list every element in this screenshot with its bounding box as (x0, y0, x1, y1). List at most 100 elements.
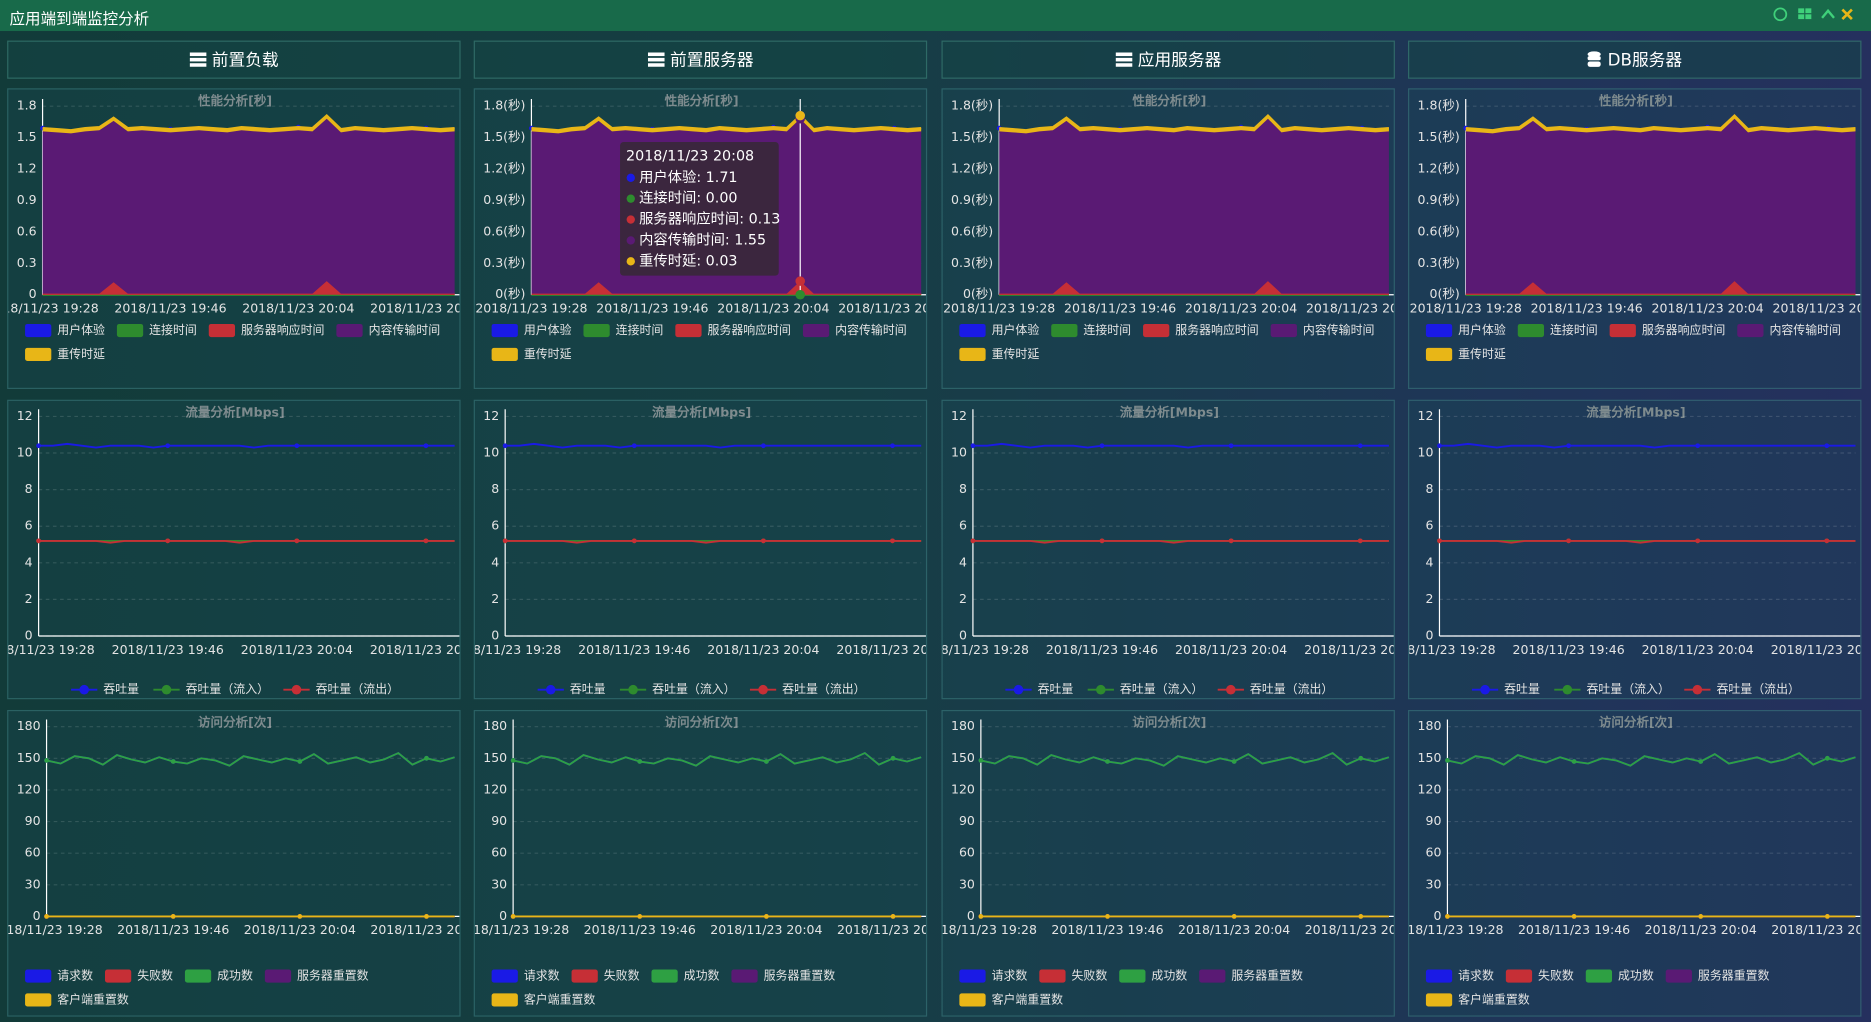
legend-item[interactable]: 服务器响应时间 (675, 323, 791, 338)
legend-item[interactable]: 请求数 (25, 969, 93, 983)
x-tick-label: 2018/11/23 19:46 (1518, 922, 1630, 937)
legend-icon (1505, 969, 1533, 983)
x-tick-label: 2018/11/23 19:28 (943, 301, 1055, 316)
legend-item[interactable]: 吞吐量（流出） (283, 682, 399, 696)
y-tick-label: 2 (959, 591, 967, 606)
legend-item[interactable]: 吞吐量（流出） (1684, 682, 1800, 696)
legend-label: 请求数 (992, 969, 1028, 983)
close-icon[interactable] (1841, 8, 1853, 21)
legend-item[interactable]: 请求数 (1425, 969, 1494, 983)
legend-icon (675, 323, 702, 338)
x-tick-label: 2018/11/23 20:22 (837, 922, 926, 937)
legend-item[interactable]: 请求数 (959, 969, 1027, 983)
x-tick-label: 2018/11/23 19:46 (117, 922, 229, 937)
legend-item[interactable]: 用户体验 (25, 323, 105, 338)
area-line (999, 113, 1390, 132)
legend-item[interactable]: 客户端重置数 (959, 992, 1063, 1007)
legend-item[interactable]: 吞吐量（流入） (153, 682, 269, 696)
legend-item[interactable]: 服务器重置数 (264, 969, 369, 983)
legend-label: 服务器响应时间 (1175, 323, 1258, 337)
legend-item[interactable]: 重传时延 (1425, 347, 1506, 361)
y-tick-label: 150 (17, 750, 41, 765)
point (297, 914, 303, 919)
point (510, 758, 516, 763)
legend-item[interactable]: 吞吐量（流出） (749, 682, 866, 696)
legend-item[interactable]: 服务器重置数 (1665, 969, 1770, 983)
legend-item[interactable]: 用户体验 (1425, 323, 1506, 338)
legend-item[interactable]: 重传时延 (491, 347, 572, 361)
chart-panel: 性能分析[秒] 0(秒) 0.3(秒) 0.6(秒) 0.9(秒) 1.2(秒) 1.5(秒… (1408, 88, 1862, 389)
legend-item[interactable]: 重传时延 (25, 347, 105, 361)
legend-item[interactable]: 服务器重置数 (731, 969, 835, 983)
legend-item[interactable]: 服务器响应时间 (1143, 323, 1259, 338)
legend-item[interactable]: 失败数 (1039, 969, 1107, 983)
history-icon[interactable] (1773, 7, 1788, 22)
point (1566, 443, 1571, 449)
legend-item[interactable]: 服务器重置数 (1199, 969, 1303, 983)
y-tick-label: 180 (1418, 718, 1442, 733)
point (170, 759, 176, 764)
legend-item[interactable]: 成功数 (651, 969, 720, 983)
legend-label: 用户体验 (1458, 323, 1506, 337)
legend-item[interactable]: 用户体验 (959, 323, 1039, 338)
legend-item[interactable]: 成功数 (184, 969, 253, 983)
legend-item[interactable]: 吞吐量 (1005, 682, 1073, 696)
legend-item[interactable]: 连接时间 (1051, 323, 1131, 338)
legend-item[interactable]: 失败数 (571, 969, 640, 983)
legend-item[interactable]: 连接时间 (583, 323, 663, 338)
tooltip-dot (626, 257, 635, 266)
legend-item[interactable]: 内容传输时间 (802, 323, 907, 338)
x-tick-label: 2018/11/23 20:22 (370, 642, 460, 657)
legend-item[interactable]: 吞吐量 (1471, 682, 1540, 696)
point (631, 538, 637, 544)
legend-item[interactable]: 服务器响应时间 (208, 323, 325, 338)
chart-title: 性能分析[秒] (198, 93, 272, 108)
legend-label: 吞吐量（流出） (316, 682, 399, 696)
legend-item[interactable]: 重传时延 (959, 347, 1039, 361)
y-tick-label: 90 (491, 813, 507, 828)
point (1445, 914, 1450, 919)
legend-icon (1226, 684, 1236, 695)
legend-item[interactable]: 客户端重置数 (1425, 992, 1530, 1007)
legend-item[interactable]: 内容传输时间 (1270, 323, 1375, 338)
legend-item[interactable]: 成功数 (1119, 969, 1187, 983)
column-title: 前置负载 (211, 51, 279, 71)
legend-item[interactable]: 吞吐量（流入） (1087, 682, 1204, 696)
collapse-icon[interactable] (1821, 8, 1835, 19)
area (999, 115, 1389, 134)
legend-item[interactable]: 连接时间 (1517, 323, 1598, 338)
y-tick-label: 10 (17, 445, 33, 460)
legend-item[interactable]: 失败数 (1505, 969, 1574, 983)
legend-item[interactable]: 内容传输时间 (1737, 323, 1841, 338)
legend-item[interactable]: 吞吐量 (537, 682, 606, 696)
legend-item[interactable]: 失败数 (104, 969, 173, 983)
legend-item[interactable]: 吞吐量（流出） (1217, 682, 1334, 696)
chart-title: 流量分析[Mbps] (652, 404, 751, 419)
legend-label: 吞吐量 (1038, 682, 1074, 696)
x-tick-label: 2018/11/23 19:46 (1046, 642, 1158, 657)
y-tick-label: 0 (1433, 908, 1441, 923)
y-tick-label: 10 (1418, 445, 1434, 460)
legend-icon (802, 323, 830, 338)
legend-item[interactable]: 客户端重置数 (25, 992, 129, 1007)
legend-item[interactable]: 吞吐量 (71, 682, 139, 696)
legend-item[interactable]: 成功数 (1585, 969, 1654, 983)
point (1437, 538, 1442, 544)
y-tick-label: 60 (959, 845, 975, 860)
legend-item[interactable]: 内容传输时间 (336, 323, 440, 338)
server-icon (647, 52, 665, 67)
legend-item[interactable]: 吞吐量（流入） (619, 682, 736, 696)
legend-label: 吞吐量（流出） (1716, 682, 1799, 696)
y-tick-label: 0 (25, 627, 33, 642)
legend-item[interactable]: 吞吐量（流入） (1554, 682, 1670, 696)
legend-item[interactable]: 连接时间 (116, 323, 197, 338)
legend-item[interactable]: 服务器响应时间 (1609, 323, 1726, 338)
point (423, 538, 429, 544)
point (1357, 538, 1363, 544)
point (1695, 538, 1701, 544)
grid-icon[interactable] (1798, 8, 1812, 20)
legend-item[interactable]: 用户体验 (491, 323, 572, 338)
area-line (1465, 117, 1856, 135)
legend-item[interactable]: 客户端重置数 (491, 992, 596, 1007)
legend-item[interactable]: 请求数 (491, 969, 560, 983)
